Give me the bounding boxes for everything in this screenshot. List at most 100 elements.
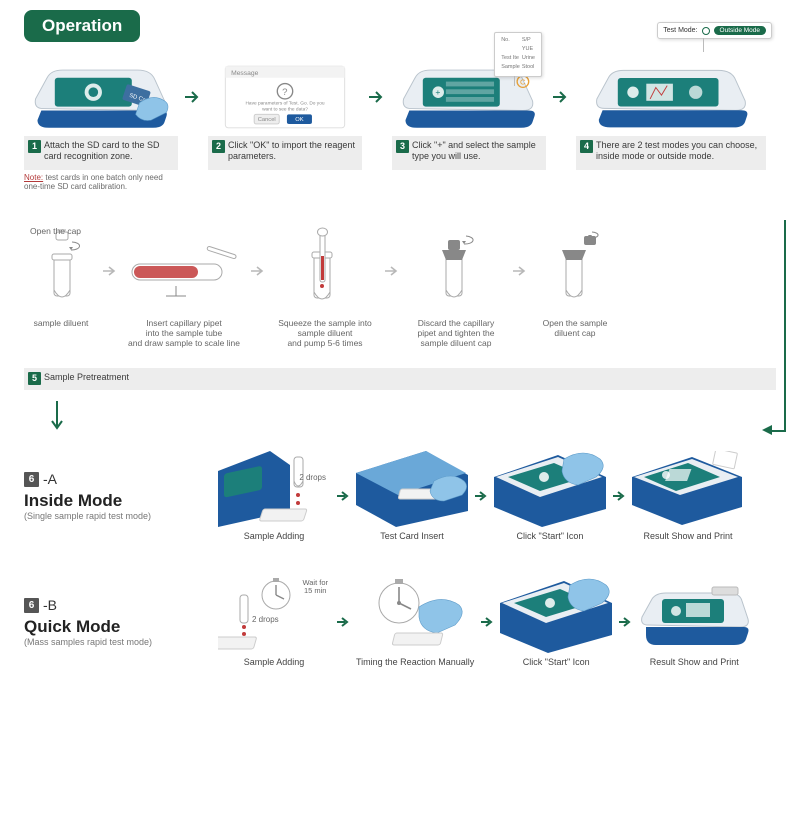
mode-b-number: 6	[24, 598, 39, 613]
mode-a-col-4: Result Show and Print	[632, 451, 744, 541]
mode-b-steps: Wait for 15 min 2 drops Sample Adding	[218, 577, 776, 667]
step-2-caption: 2 Click "OK" to import the reagent param…	[208, 136, 362, 170]
mode-b-col-3: Click "Start" Icon	[500, 577, 612, 667]
svg-text:Cancel: Cancel	[258, 117, 276, 123]
test-mode-label: Test Mode:	[663, 27, 697, 34]
step-5-caption: 5 Sample Pretreatment	[24, 368, 776, 390]
mode-a-row: 6 -A Inside Mode (Single sample rapid te…	[24, 451, 776, 541]
svg-text:+: +	[435, 87, 440, 97]
steps-row-1: SD Card 1 Attach the SD card to the SD c…	[24, 58, 776, 192]
mode-b-title: Quick Mode	[24, 617, 208, 637]
mode-a-col-3: Click "Start" Icon	[494, 451, 606, 541]
pre-5-caption: Open the sample diluent cap	[543, 318, 608, 346]
step-3-caption: 3 Click "+" and select the sample type y…	[392, 136, 546, 170]
step-4-text: There are 2 test modes you can choose, i…	[596, 140, 762, 163]
mode-b-wait-label: Wait for 15 min	[302, 579, 328, 596]
pre-arrow-4	[512, 226, 528, 316]
connector-4-to-5	[784, 220, 786, 430]
pre-3: Squeeze the sample into sample diluent a…	[270, 226, 380, 349]
mode-a-steps: 2 drops Sample Adding Test Card Insert	[218, 451, 776, 541]
test-mode-pill: Outside Mode	[714, 26, 766, 35]
svg-text:?: ?	[282, 87, 287, 98]
pre-4-caption: Discard the capillary pipet and tighten …	[417, 318, 494, 349]
mode-a-col-3-label: Click "Start" Icon	[517, 531, 584, 541]
step-5-text: Sample Pretreatment	[44, 372, 129, 383]
arrow-5-to-6	[50, 400, 776, 439]
mode-b-row: 6 -B Quick Mode (Mass samples rapid test…	[24, 577, 776, 667]
pre-3-caption: Squeeze the sample into sample diluent a…	[278, 318, 372, 349]
mode-b-suffix: -B	[43, 597, 57, 613]
sample-type-dropdown: No.S/P YUE Test IteUrine SampleStool	[494, 32, 542, 77]
mode-b-drops-label: 2 drops	[252, 615, 279, 624]
svg-text:want to see the data?: want to see the data?	[262, 106, 308, 112]
mode-b-col-1-label: Sample Adding	[244, 657, 305, 667]
step-3-illustration: No.S/P YUE Test IteUrine SampleStool +	[392, 58, 546, 136]
mode-b-col-2: Timing the Reaction Manually	[356, 577, 474, 667]
mode-b-col-2-label: Timing the Reaction Manually	[356, 657, 474, 667]
operation-infographic: Operation SD Card	[0, 0, 800, 697]
svg-text:OK: OK	[295, 117, 303, 123]
test-mode-callout: Test Mode: Outside Mode	[657, 22, 772, 39]
pre-1-caption: sample diluent	[34, 318, 89, 346]
step-2-illustration: Message ? Have parameters of Test. Go. D…	[208, 58, 362, 136]
mode-b-col-4-label: Result Show and Print	[650, 657, 739, 667]
step-2: Message ? Have parameters of Test. Go. D…	[208, 58, 362, 170]
mode-a-col-4-label: Result Show and Print	[643, 531, 732, 541]
pre-2: Insert capillary pipet into the sample t…	[122, 226, 246, 349]
arrow-2-3	[368, 58, 386, 136]
step-1-text: Attach the SD card to the SD card recogn…	[44, 140, 174, 163]
mode-a-suffix: -A	[43, 471, 57, 487]
mode-a-head: 6 -A Inside Mode (Single sample rapid te…	[24, 471, 208, 521]
device-sdcard-svg: SD Card	[24, 58, 178, 136]
step-2-text: Click "OK" to import the reagent paramet…	[228, 140, 358, 163]
mode-b-col-3-label: Click "Start" Icon	[523, 657, 590, 667]
mode-a-col-2: Test Card Insert	[356, 451, 468, 541]
device-mode-svg	[576, 58, 766, 136]
pre-arrow-3	[384, 226, 400, 316]
note-label: Note:	[24, 173, 43, 182]
pre-arrow-2	[250, 226, 266, 316]
mode-a-col-1: 2 drops Sample Adding	[218, 451, 330, 541]
connector-5-arrowhead	[762, 424, 774, 436]
step-3-number: 3	[396, 140, 409, 153]
dialog-svg: Message ? Have parameters of Test. Go. D…	[208, 58, 362, 136]
pre-4: Discard the capillary pipet and tighten …	[404, 226, 508, 349]
step-1-caption: 1 Attach the SD card to the SD card reco…	[24, 136, 178, 170]
arrow-3-4	[552, 58, 570, 136]
mode-b-head: 6 -B Quick Mode (Mass samples rapid test…	[24, 597, 208, 647]
step-4-number: 4	[580, 140, 593, 153]
mode-a-title: Inside Mode	[24, 491, 208, 511]
title-badge: Operation	[24, 10, 140, 42]
step-3: No.S/P YUE Test IteUrine SampleStool +	[392, 58, 546, 170]
mode-a-sub: (Single sample rapid test mode)	[24, 511, 208, 521]
connector-5-h	[772, 430, 786, 432]
step-3-text: Click "+" and select the sample type you…	[412, 140, 542, 163]
pre-arrow-1	[102, 226, 118, 316]
pre-5: Open the sample diluent cap	[532, 226, 618, 346]
step-4-illustration: Test Mode: Outside Mode	[576, 58, 766, 136]
step-5: 5 Sample Pretreatment	[24, 368, 776, 390]
arrow-1-2	[184, 58, 202, 136]
mode-a-col-1-label: Sample Adding	[244, 531, 305, 541]
step-1-note: Note: test cards in one batch only need …	[24, 174, 178, 192]
pretreatment-row: Open the cap sample diluent	[24, 226, 776, 349]
svg-text:C: C	[520, 77, 526, 86]
svg-text:Message: Message	[231, 70, 259, 77]
step-1: SD Card 1 Attach the SD card to the SD c…	[24, 58, 178, 192]
note-body: test cards in one batch only need one-ti…	[24, 173, 163, 191]
step-1-number: 1	[28, 140, 41, 153]
step-1-illustration: SD Card	[24, 58, 178, 136]
mode-a-col-2-label: Test Card Insert	[380, 531, 444, 541]
open-cap-label: Open the cap	[30, 226, 81, 236]
mode-a-number: 6	[24, 472, 39, 487]
pre-1: Open the cap sample diluent	[24, 226, 98, 346]
mode-b-col-4: Result Show and Print	[638, 577, 750, 667]
mode-b-sub: (Mass samples rapid test mode)	[24, 637, 208, 647]
mode-b-col-1: Wait for 15 min 2 drops Sample Adding	[218, 577, 330, 667]
step-4-caption: 4 There are 2 test modes you can choose,…	[576, 136, 766, 170]
mode-a-drops-label: 2 drops	[299, 473, 326, 482]
step-4: Test Mode: Outside Mode 4 There are 2 te…	[576, 58, 766, 170]
step-5-number: 5	[28, 372, 41, 385]
step-2-number: 2	[212, 140, 225, 153]
svg-text:Have parameters of Test. Go. D: Have parameters of Test. Go. Do you	[245, 101, 324, 107]
